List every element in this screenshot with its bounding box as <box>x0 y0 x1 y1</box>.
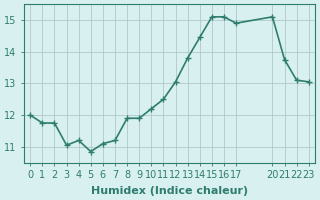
X-axis label: Humidex (Indice chaleur): Humidex (Indice chaleur) <box>91 186 248 196</box>
